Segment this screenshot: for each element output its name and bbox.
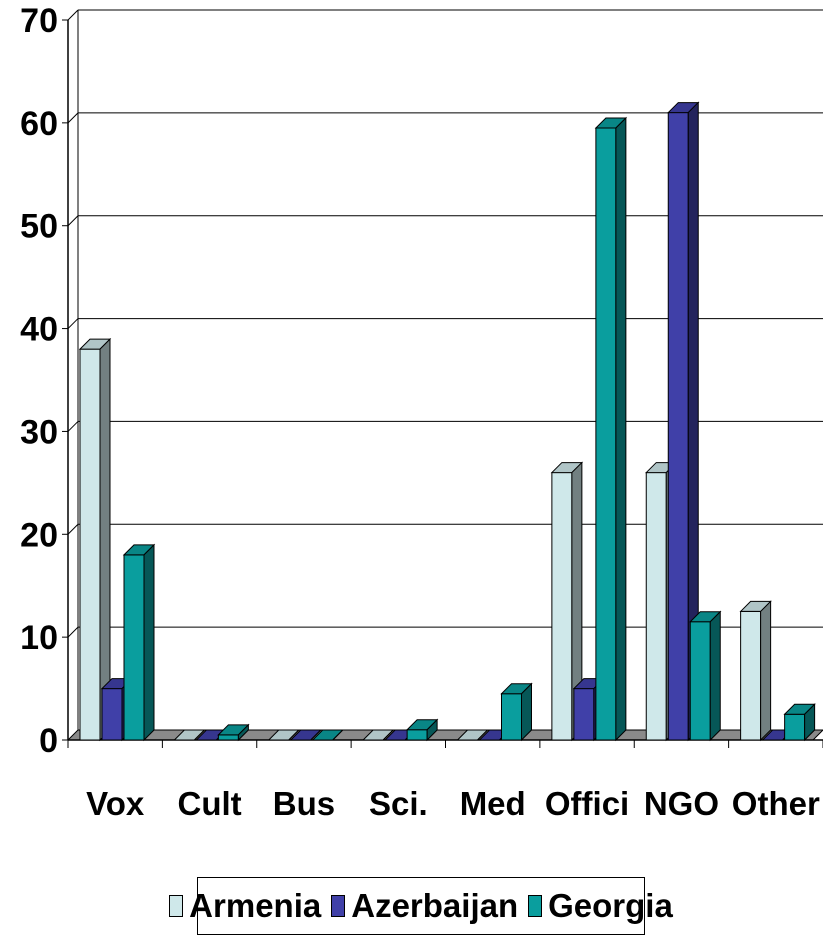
bar-front [501, 693, 522, 741]
gridline-diag [67, 626, 79, 638]
y-tick-label: 50 [20, 208, 58, 246]
bar-armenia-offici [550, 461, 584, 742]
y-tick-label: 70 [20, 2, 58, 40]
bar-armenia-other [739, 600, 772, 742]
bar-front [595, 127, 617, 741]
bar-side [194, 729, 205, 741]
bar-georgia-med [500, 682, 533, 742]
y-tick-label: 10 [20, 619, 58, 657]
gridline-diag [67, 523, 79, 535]
bar-side [426, 718, 438, 742]
labels: 0 10 20 30 40 50 60 70 Vox Cult Bus Sci. Med Offici NG… [20, 2, 820, 822]
gridlines [67, 9, 823, 638]
legend-label-armenia: Armenia [189, 887, 322, 924]
bar-front [101, 688, 123, 741]
legend: Armenia Azerbaijan Georgia [169, 877, 673, 935]
bar-side [804, 703, 816, 742]
gridline-diag [67, 9, 79, 21]
bar-front [217, 734, 239, 741]
x-tick-label: Vox [86, 785, 145, 822]
legend-item-armenia: Armenia [169, 887, 321, 925]
bar-georgia-other [783, 703, 816, 742]
bar-front [573, 688, 595, 741]
legend-item-azerbaijan: Azerbaijan [331, 887, 518, 925]
bar-front [79, 348, 101, 741]
bar-front [667, 112, 689, 741]
bar-side [237, 723, 249, 742]
legend-item-georgia: Georgia [528, 887, 673, 925]
x-tick-label: NGO [644, 785, 719, 822]
bar-georgia-bus [311, 729, 344, 741]
bar-side [760, 600, 772, 742]
bar-side [615, 116, 627, 742]
bar-side [709, 610, 721, 742]
x-tick-label: Bus [273, 785, 335, 822]
bar-front [784, 713, 806, 741]
bar-georgia-ngo [689, 610, 722, 742]
bar-side [477, 729, 488, 741]
x-tick-label: Other [732, 785, 820, 822]
legend-label-georgia: Georgia [548, 887, 673, 924]
x-tick-label: Offici [545, 785, 629, 822]
y-tick-label: 60 [20, 105, 58, 143]
bar-front [551, 472, 573, 741]
x-tick-label: Sci. [369, 785, 428, 822]
bar-armenia-bus [267, 729, 300, 741]
gridline-diag [67, 421, 79, 432]
bar-armenia-sci [361, 729, 395, 741]
bar-side [332, 729, 344, 741]
bar-georgia-cult [217, 723, 250, 742]
bar-front [689, 621, 711, 741]
bar-armenia-cult [173, 729, 206, 741]
bar-armenia-vox [78, 337, 112, 742]
bar-armenia-med [456, 729, 489, 741]
legend-swatch-armenia [169, 895, 184, 917]
gridline-diag [67, 215, 79, 227]
bar-side [143, 543, 155, 742]
gridline-diag [67, 112, 79, 124]
legend-swatch-azerbaijan [331, 895, 346, 917]
y-tick-label: 0 [39, 722, 58, 760]
bar-azerbaijan-bus [289, 729, 322, 741]
bar-georgia-vox [122, 543, 156, 742]
bar-side [382, 729, 394, 741]
bar-front [645, 472, 667, 741]
bar-front [123, 554, 145, 741]
legend-swatch-georgia [528, 895, 543, 917]
bars [78, 101, 816, 742]
legend-label-azerbaijan: Azerbaijan [351, 887, 519, 924]
x-tick-label: Med [460, 785, 526, 822]
x-tick-label: Cult [177, 785, 241, 822]
bar-side [99, 337, 111, 742]
gridline-diag [67, 318, 79, 329]
y-tick-label: 20 [20, 516, 58, 554]
bar-side [521, 682, 532, 742]
bar-front [406, 729, 428, 741]
bar-front [740, 610, 762, 741]
y-tick-label: 40 [20, 311, 58, 349]
bar-georgia-offici [594, 116, 628, 742]
y-tick-label: 30 [20, 413, 58, 451]
bar-side [310, 729, 322, 741]
bar-side [288, 729, 300, 741]
bar-georgia-sci [405, 718, 439, 742]
